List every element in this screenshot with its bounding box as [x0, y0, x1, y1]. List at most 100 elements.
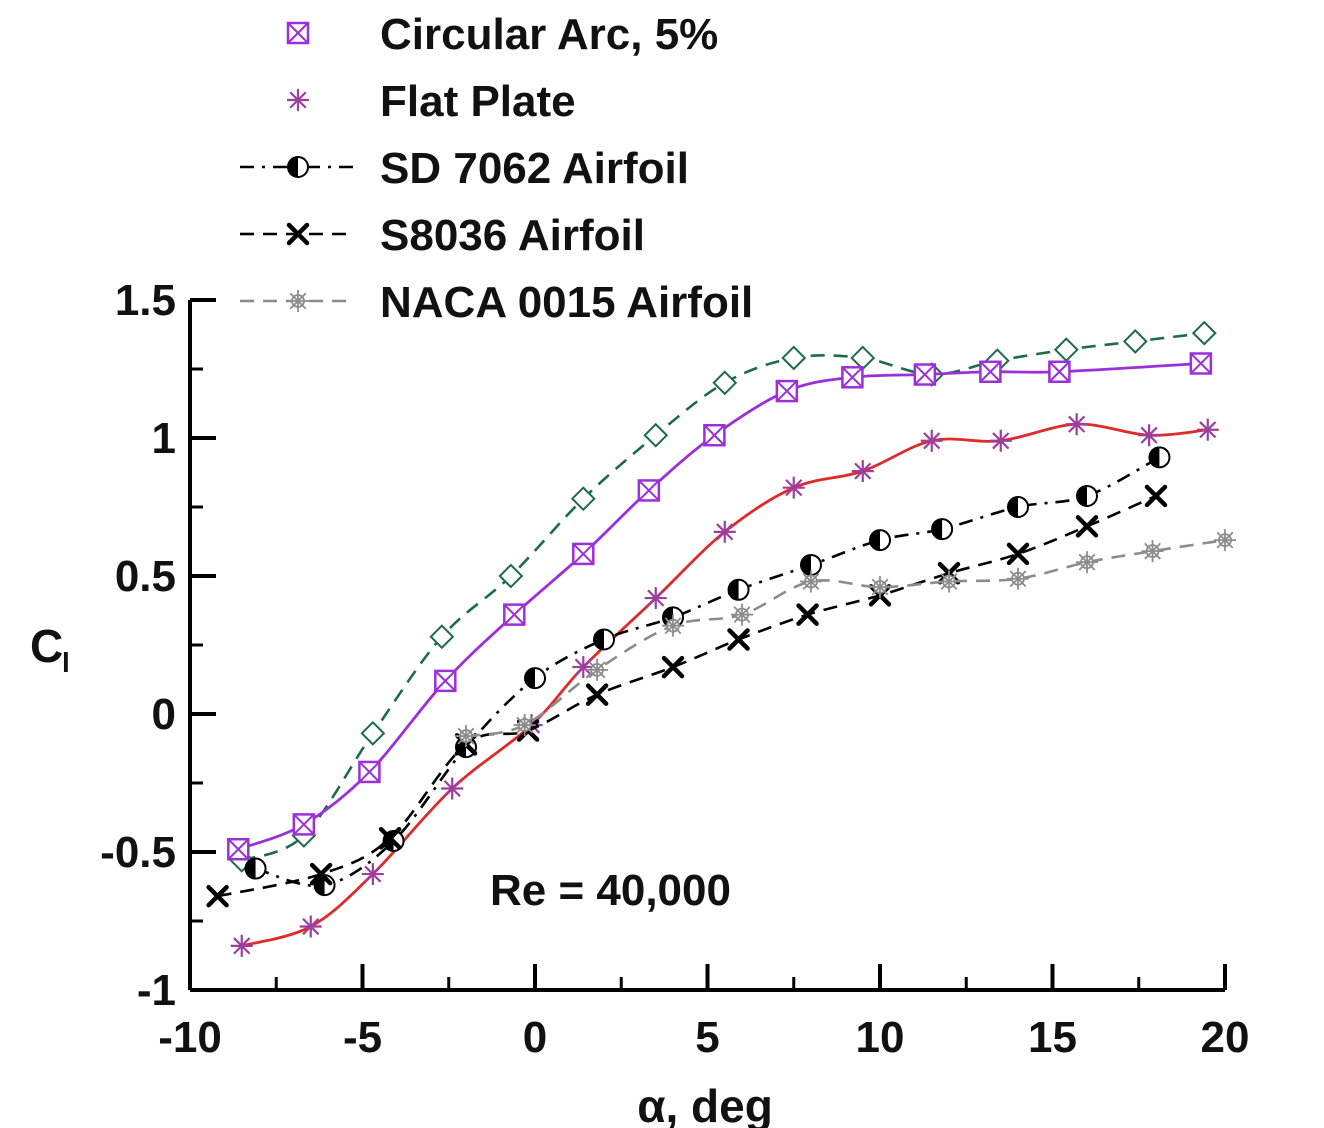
data-point [1075, 515, 1099, 538]
x-tick-label: 0 [523, 1013, 547, 1062]
data-point [662, 614, 684, 637]
data-point [1144, 484, 1168, 508]
x-tick-label: -10 [158, 1013, 222, 1062]
data-point [920, 429, 943, 452]
data-point [1122, 328, 1148, 354]
data-point [1065, 413, 1088, 436]
data-point [1007, 496, 1029, 518]
data-point [1053, 337, 1079, 363]
y-tick-label: 1.5 [115, 276, 176, 325]
data-point [498, 563, 524, 589]
annotation-reynolds-number: Re = 40,000 [490, 866, 731, 915]
data-point [851, 460, 874, 483]
data-point [644, 587, 667, 610]
data-point [361, 863, 384, 886]
data-point [781, 345, 807, 371]
y-axis-title: C l [30, 620, 70, 678]
y-axis-title-subscript: l [62, 647, 70, 678]
series-line [255, 456, 1161, 888]
data-point [441, 777, 464, 800]
data-point [869, 529, 891, 552]
data-point [593, 628, 615, 651]
legend-label: Circular Arc, 5% [380, 10, 718, 59]
data-point [800, 570, 822, 593]
y-tick-label: -0.5 [100, 828, 176, 877]
legend-label: S8036 Airfoil [380, 211, 645, 260]
data-point [703, 423, 726, 447]
data-point [1007, 567, 1029, 590]
series-layer [206, 320, 1236, 957]
data-point [931, 518, 954, 541]
data-point [206, 884, 229, 908]
data-point [455, 725, 477, 748]
data-point [292, 813, 316, 836]
data-point [572, 542, 595, 566]
data-point [1048, 360, 1071, 384]
data-point [1148, 446, 1171, 469]
data-point [782, 476, 805, 499]
data-point [637, 479, 661, 502]
series-unlabeled-diamond [229, 320, 1217, 873]
data-point [989, 429, 1012, 452]
data-point [227, 837, 250, 861]
data-point [1076, 551, 1098, 574]
data-point [1191, 320, 1217, 346]
series-line [241, 331, 1205, 862]
data-point [358, 760, 381, 784]
x-tick-label: 15 [1028, 1013, 1077, 1062]
legend: Circular Arc, 5% Flat Plate SD 7062 Airfoi… [240, 10, 753, 327]
data-point [503, 603, 526, 626]
data-point [309, 862, 333, 886]
data-point [429, 624, 455, 650]
data-point [727, 578, 750, 601]
legend-marker [287, 89, 309, 111]
legend-item: S8036 Airfoil [240, 211, 645, 260]
data-point [850, 345, 876, 371]
data-point [712, 370, 738, 396]
data-point [731, 603, 753, 626]
data-point [1006, 542, 1030, 566]
data-point [727, 628, 750, 651]
data-point [524, 667, 546, 690]
series-line [465, 538, 1226, 738]
data-point [643, 422, 669, 448]
x-axis-title: α, deg [637, 1080, 773, 1128]
data-point [775, 379, 799, 403]
legend-item: Flat Plate [287, 77, 576, 126]
data-point [299, 915, 322, 938]
data-point [796, 603, 819, 626]
data-point [661, 655, 685, 679]
y-tick-label: 1 [152, 414, 176, 463]
series-sd-7062-airfoil [244, 446, 1171, 897]
data-point [1138, 424, 1161, 447]
data-point [979, 360, 1002, 384]
y-tick-label: 0.5 [115, 552, 176, 601]
data-point [434, 669, 457, 693]
series-flat-plate [230, 413, 1219, 957]
data-point [378, 826, 402, 850]
series-s8036-airfoil [206, 484, 1168, 908]
legend-item: Circular Arc, 5% [286, 10, 718, 59]
data-point [713, 520, 736, 543]
data-point [586, 658, 609, 681]
data-point [1141, 540, 1164, 563]
y-tick-label: 0 [152, 690, 176, 739]
data-point [869, 576, 891, 599]
series-line [241, 422, 1208, 948]
data-point [570, 486, 596, 512]
legend-marker [286, 222, 310, 246]
legend-label: Flat Plate [380, 77, 576, 126]
legend-marker [287, 156, 309, 178]
data-point [1189, 352, 1213, 375]
data-point [1196, 418, 1219, 441]
data-point [913, 363, 937, 386]
y-axis-title-main: C [30, 620, 63, 672]
data-point [841, 366, 864, 389]
axes-layer: -10 -5 0 5 10 15 20 -1 -0.5 0 0.5 1 1.5 [100, 276, 1249, 1062]
data-point [572, 656, 595, 679]
series-naca-0015-airfoil [455, 529, 1236, 748]
legend-item: NACA 0015 Airfoil [240, 278, 753, 327]
y-tick-label: -1 [137, 966, 176, 1015]
legend-label: SD 7062 Airfoil [380, 144, 689, 193]
